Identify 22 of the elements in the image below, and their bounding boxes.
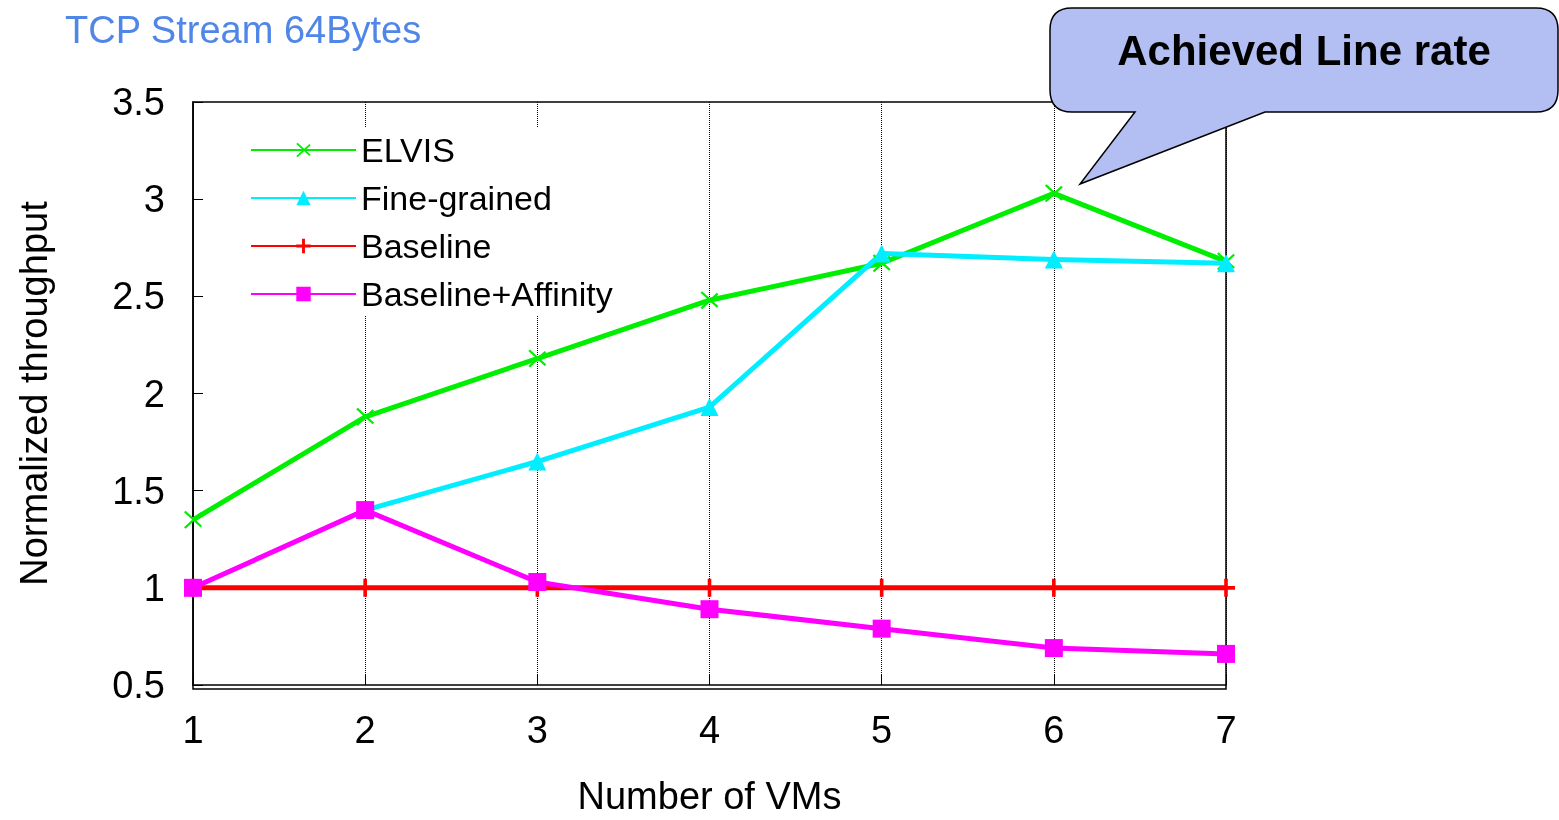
y-tick-label: 2.5 — [112, 275, 165, 318]
y-tick-label: 3.5 — [112, 81, 165, 123]
legend-label: Fine-grained — [361, 179, 552, 217]
chart-title: TCP Stream 64Bytes — [65, 9, 422, 51]
x-tick-label: 1 — [182, 709, 204, 751]
y-tick-label: 3 — [143, 178, 165, 221]
y-axis-title: Normalized throughput — [13, 200, 55, 586]
y-tick-label: 2 — [143, 372, 165, 415]
y-tick-label: 1 — [143, 566, 165, 609]
legend-label: ELVIS — [361, 131, 455, 169]
x-tick-label: 7 — [1215, 709, 1237, 751]
y-tick-label: 0.5 — [112, 664, 165, 706]
x-tick-label: 5 — [871, 709, 893, 751]
x-tick-label: 3 — [526, 709, 548, 751]
x-tick-label: 6 — [1043, 709, 1065, 751]
legend-label: Baseline — [361, 227, 492, 265]
x-tick-label: 2 — [354, 709, 376, 751]
x-axis-title: Number of VMs — [577, 775, 842, 817]
legend-label: Baseline+Affinity — [361, 275, 613, 313]
y-tick-label: 1.5 — [112, 469, 165, 512]
text: Achieved Line rate — [1116, 26, 1492, 76]
x-tick-label: 4 — [698, 709, 721, 751]
